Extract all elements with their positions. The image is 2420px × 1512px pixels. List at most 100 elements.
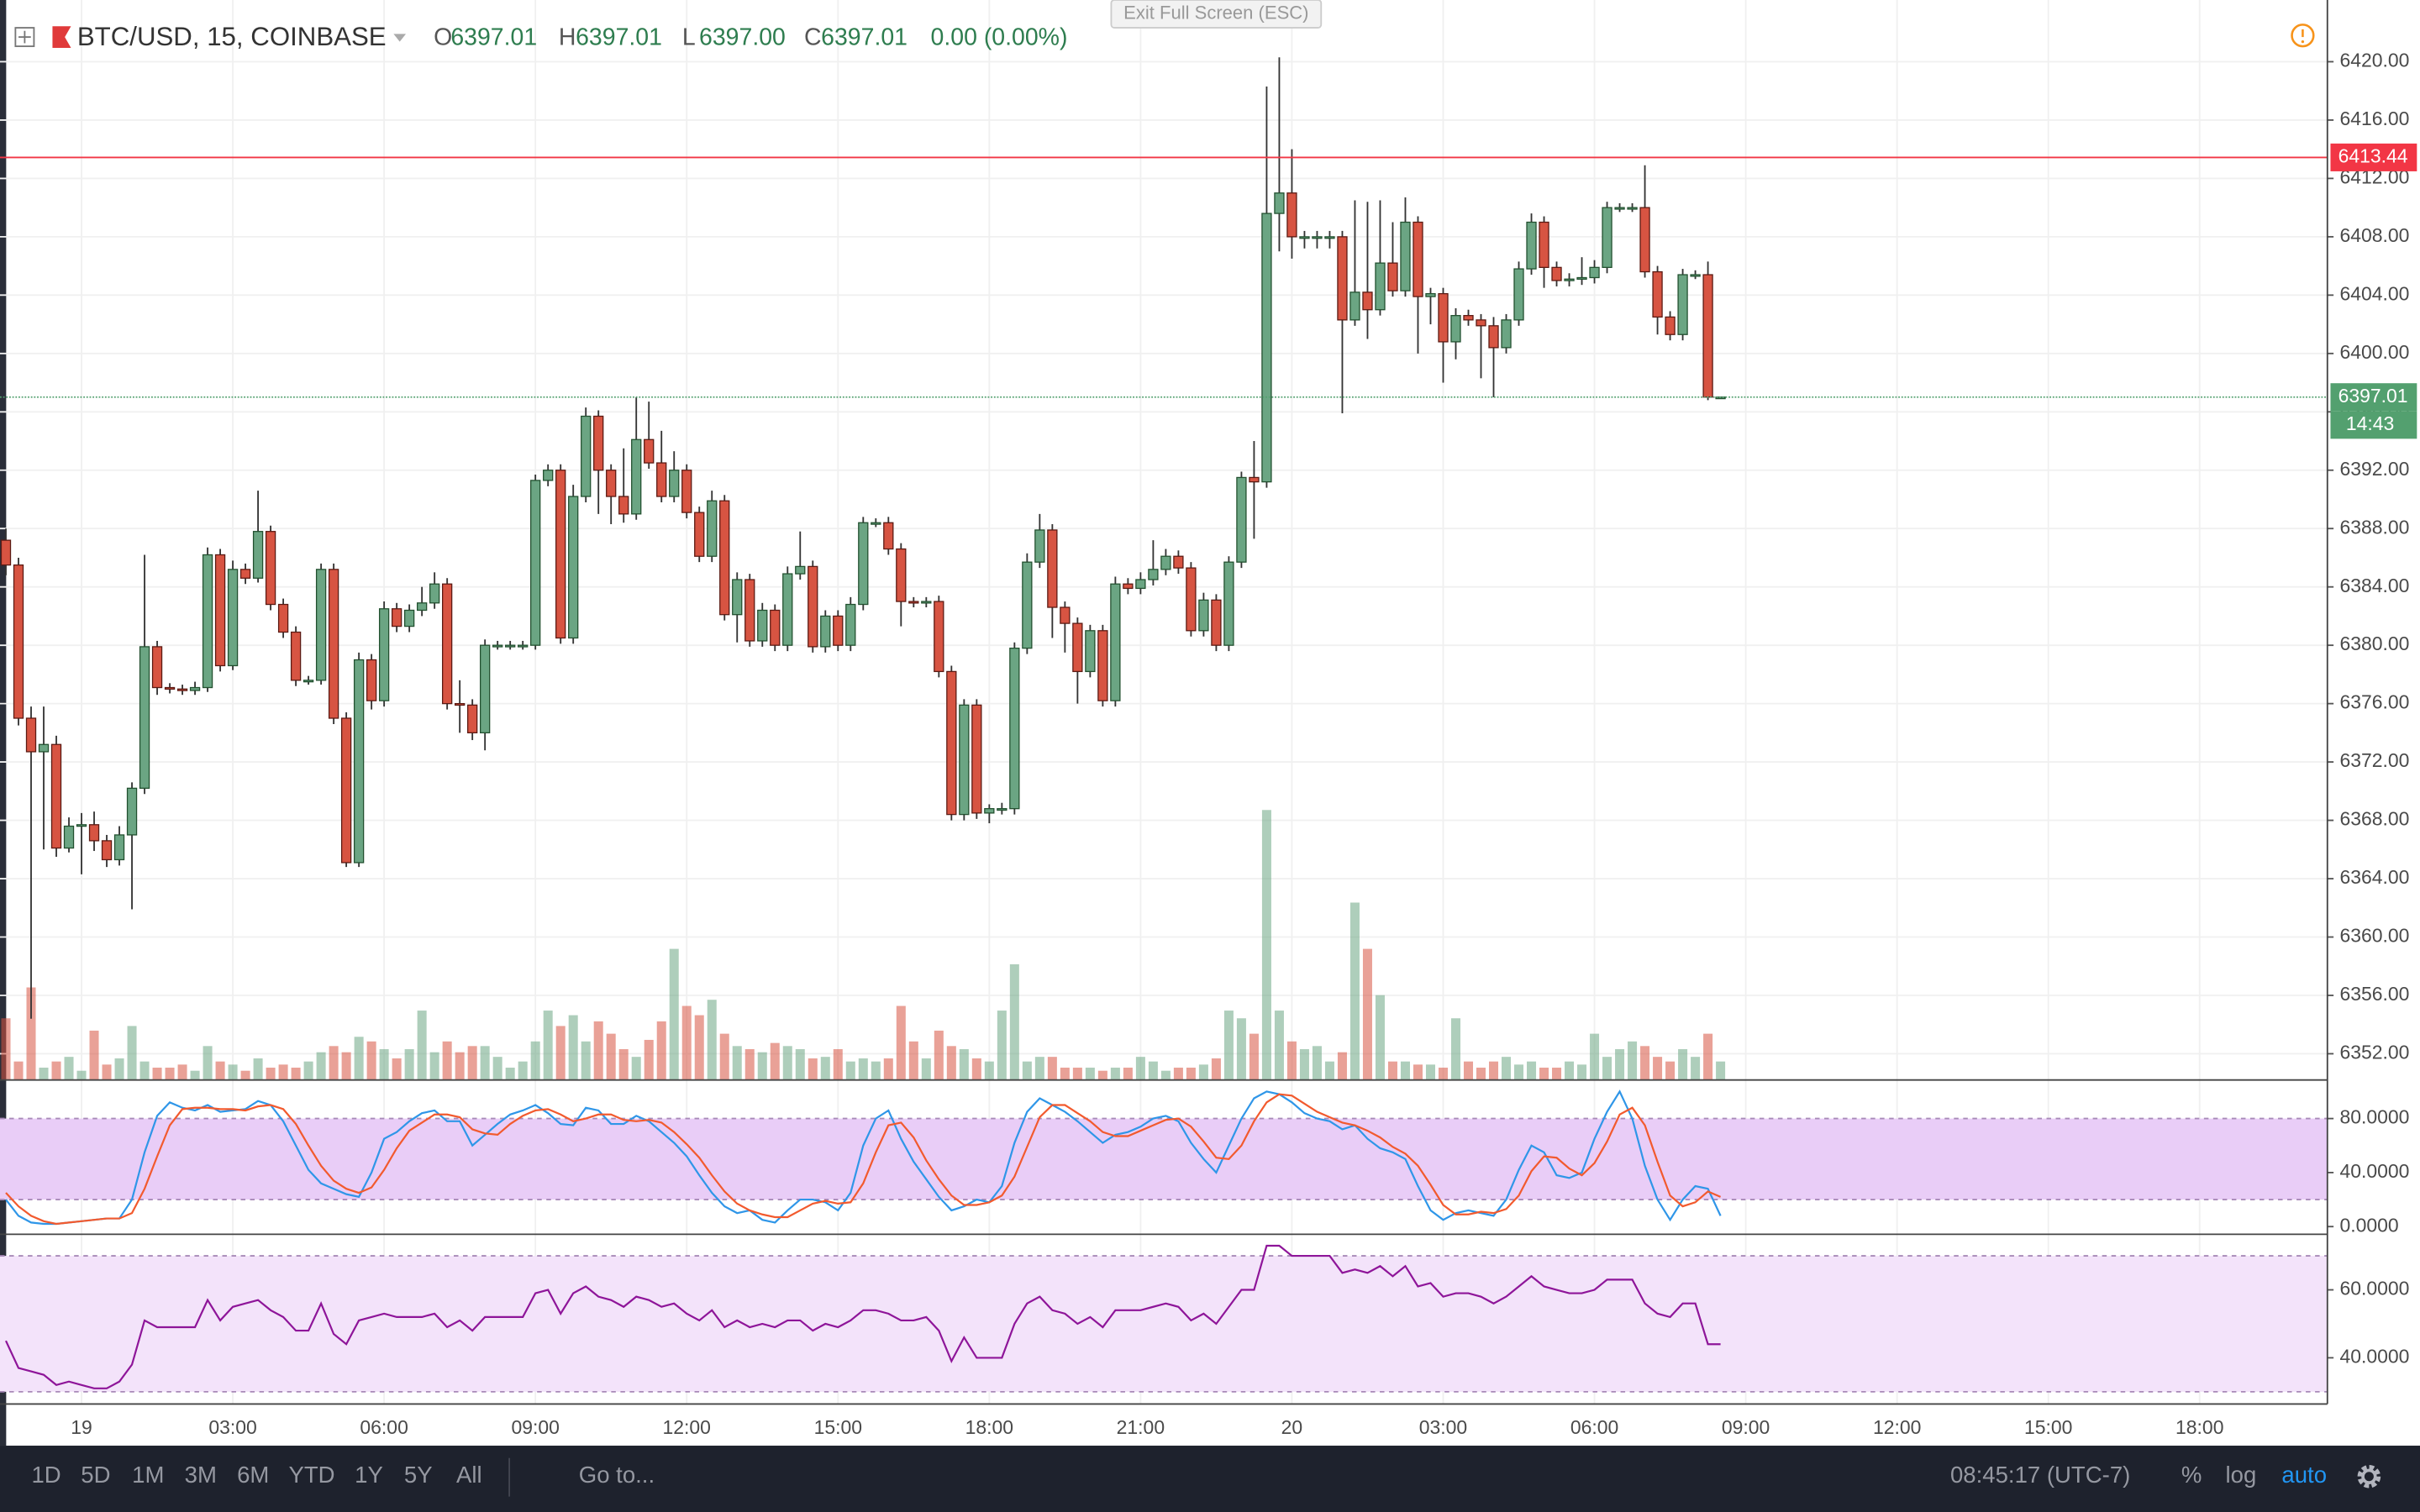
candle-body — [1186, 567, 1197, 632]
volume-bar — [1085, 1068, 1095, 1080]
candle-body — [1312, 236, 1323, 239]
volume-bar — [1299, 1048, 1309, 1080]
volume-bar — [228, 1064, 238, 1080]
candle-body — [1299, 236, 1310, 239]
candle-body — [1324, 236, 1335, 239]
volume-bar — [1463, 1061, 1474, 1080]
candle-body — [1375, 262, 1386, 311]
candle-body — [1614, 207, 1625, 210]
volume-bar — [1552, 1068, 1562, 1080]
candle-body — [1513, 268, 1524, 321]
volume-bar — [1110, 1068, 1120, 1080]
countdown: 14:43 — [2346, 412, 2394, 434]
volume-bar — [341, 1052, 351, 1080]
candle-body — [1198, 599, 1209, 632]
range-button[interactable]: 1Y — [355, 1462, 383, 1488]
volume-bar — [871, 1061, 881, 1080]
x-tick-label: 09:00 — [511, 1416, 559, 1438]
range-button[interactable]: YTD — [288, 1462, 334, 1488]
candle-body — [1413, 221, 1423, 297]
y-tick-label: 6360.00 — [2339, 925, 2409, 947]
settings-icon[interactable] — [2357, 1464, 2381, 1488]
volume-bar — [1223, 1011, 1234, 1080]
candle-body — [1110, 583, 1121, 701]
indicator-line — [5, 1093, 1722, 1226]
range-button[interactable]: 5D — [81, 1462, 110, 1488]
candle-body — [126, 787, 138, 836]
volume-bar — [39, 1068, 49, 1080]
volume-bar — [719, 1033, 729, 1080]
candle-body — [871, 522, 881, 525]
volume-bar — [606, 1033, 616, 1080]
volume-bar — [492, 1057, 502, 1080]
range-button[interactable]: 1D — [31, 1462, 60, 1488]
volume-bar — [165, 1068, 175, 1080]
volume-bar — [177, 1064, 187, 1080]
y-tick-label: 6404.00 — [2339, 282, 2409, 304]
volume-bar — [1211, 1058, 1221, 1080]
candle-body — [164, 686, 176, 690]
volume-bar — [303, 1061, 313, 1080]
volume-bar — [1274, 1011, 1284, 1080]
x-tick-label: 12:00 — [663, 1416, 711, 1438]
candle-body — [1438, 292, 1449, 343]
candle-body — [908, 601, 919, 604]
range-button[interactable]: 5Y — [404, 1462, 433, 1488]
volume-bar — [1602, 1057, 1612, 1080]
y-tick-label: 6352.00 — [2339, 1042, 2409, 1063]
range-button[interactable]: 3M — [185, 1462, 217, 1488]
candle-body — [1085, 630, 1096, 673]
range-button[interactable]: All — [456, 1462, 482, 1488]
legend-value: 6397.01 — [450, 24, 537, 50]
range-button[interactable]: 1M — [132, 1462, 164, 1488]
legend-key: O — [434, 24, 452, 50]
gear-ring — [2361, 1468, 2377, 1484]
candle-body — [883, 522, 894, 550]
y-tick-label: 60.0000 — [2339, 1278, 2409, 1299]
candle-body — [644, 438, 655, 464]
x-tick-label: 15:00 — [2024, 1416, 2072, 1438]
symbol[interactable]: BTC/USD, 15, COINBASE — [77, 22, 387, 51]
symbol-dropdown[interactable] — [393, 34, 407, 42]
candle-body — [1702, 274, 1713, 398]
candle-body — [151, 646, 163, 689]
candle-body — [63, 825, 75, 849]
volume-bar — [1514, 1064, 1524, 1080]
alert-icon[interactable] — [2291, 24, 2315, 48]
expand-icon[interactable] — [14, 27, 35, 48]
volume-bar — [1337, 1052, 1347, 1080]
volume-bar — [694, 1015, 704, 1080]
flag-icon[interactable] — [52, 26, 71, 48]
volume-bar — [1476, 1068, 1486, 1080]
volume-bar — [770, 1042, 780, 1080]
volume-bar — [278, 1064, 288, 1080]
y-tick-label: 0.0000 — [2339, 1214, 2398, 1236]
scale-option[interactable]: auto — [2281, 1462, 2327, 1488]
volume-bar — [1691, 1057, 1701, 1080]
candle-body — [239, 569, 251, 579]
candle-body — [1602, 207, 1612, 268]
volume-bar — [417, 1011, 427, 1080]
candle-body — [391, 608, 402, 627]
candle-body — [757, 609, 768, 642]
candle-body — [984, 808, 995, 814]
y-tick-label: 6356.00 — [2339, 983, 2409, 1005]
goto[interactable]: Go to... — [579, 1462, 655, 1488]
volume-bar — [76, 1070, 87, 1080]
x-tick-label: 21:00 — [1117, 1416, 1165, 1438]
legend-value: 6397.01 — [821, 24, 908, 50]
candle-body — [1236, 476, 1247, 563]
range-button[interactable]: 6M — [237, 1462, 269, 1488]
volume-bar — [1173, 1068, 1183, 1080]
candle-body — [50, 743, 62, 849]
volume-bar — [1640, 1046, 1650, 1080]
scale-option[interactable]: % — [2181, 1462, 2202, 1488]
volume-bar — [1097, 1070, 1107, 1080]
volume-bar — [1236, 1018, 1246, 1080]
volume-bar — [1653, 1057, 1663, 1080]
candle-body — [1677, 274, 1688, 335]
scale-option[interactable]: log — [2226, 1462, 2257, 1488]
x-tick-label: 18:00 — [2175, 1416, 2223, 1438]
change: 0.00 (0.00%) — [931, 24, 1068, 50]
